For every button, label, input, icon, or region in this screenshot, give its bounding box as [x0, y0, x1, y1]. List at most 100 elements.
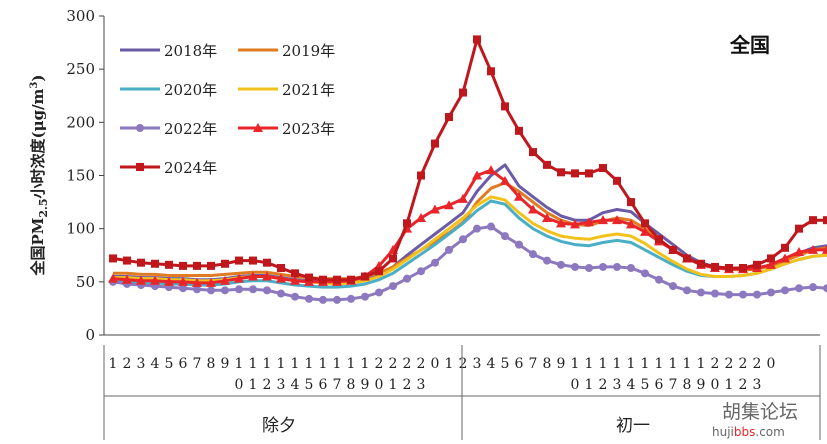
series-line — [112, 37, 827, 282]
x-tick-label: 1 — [389, 377, 398, 393]
x-tick-label: 5 — [641, 377, 650, 393]
x-tick-label: 8 — [207, 356, 216, 372]
x-tick-label: 2 — [459, 356, 468, 372]
data-point — [501, 102, 509, 111]
x-tick-label: 8 — [543, 356, 552, 372]
data-point — [459, 88, 467, 97]
x-tick-label: 1 — [697, 356, 706, 372]
x-tick-label: 3 — [417, 377, 426, 393]
data-point — [458, 193, 468, 203]
series-line — [112, 225, 827, 302]
data-point — [347, 275, 355, 284]
data-point — [136, 124, 144, 132]
x-tick-label: 0 — [375, 377, 384, 393]
x-tick-label: 1 — [263, 356, 272, 372]
x-tick-label: 1 — [249, 377, 258, 393]
y-label-part-3: ) — [29, 74, 47, 81]
watermark-en-suffix: .com — [755, 425, 784, 439]
x-tick-label: 1 — [291, 356, 300, 372]
data-point — [557, 168, 565, 177]
data-point — [529, 148, 537, 157]
x-tick-label: 1 — [655, 356, 664, 372]
data-point — [319, 295, 327, 304]
data-point — [542, 213, 552, 223]
data-point — [584, 217, 594, 227]
x-tick-label: 1 — [319, 356, 328, 372]
x-tick-label: 3 — [613, 377, 622, 393]
data-point — [711, 289, 719, 298]
data-point — [263, 258, 271, 267]
x-tick-label: 1 — [669, 356, 678, 372]
x-tick-label: 2 — [739, 356, 748, 372]
x-tick-label: 2 — [739, 377, 748, 393]
y-label-part-1: 全国PM — [29, 218, 47, 277]
data-point — [333, 295, 341, 304]
data-point — [431, 139, 439, 148]
data-point — [389, 282, 397, 291]
x-tick-label: 1 — [627, 356, 636, 372]
x-tick-label: 9 — [361, 377, 370, 393]
data-point — [150, 275, 160, 285]
data-point — [165, 260, 173, 269]
data-point — [627, 264, 635, 273]
data-point — [361, 272, 369, 281]
x-tick-label: 0 — [767, 356, 776, 372]
data-point — [109, 254, 117, 263]
x-tick-label: 0 — [711, 377, 720, 393]
data-point — [514, 191, 524, 201]
data-point — [753, 290, 761, 299]
data-point — [473, 224, 481, 233]
data-point — [515, 126, 523, 135]
data-point — [641, 219, 649, 228]
x-tick-label: 6 — [179, 356, 188, 372]
data-point — [361, 292, 369, 301]
data-point — [403, 274, 411, 283]
x-tick-label: 1 — [235, 356, 244, 372]
x-tick-label: 1 — [641, 356, 650, 372]
x-tick-label: 2 — [599, 377, 608, 393]
y-tick-label: 50 — [76, 273, 95, 291]
data-point — [809, 216, 817, 225]
x-tick-label: 5 — [305, 377, 314, 393]
data-point — [556, 218, 566, 228]
data-point — [234, 273, 244, 283]
legend-item: 2022年 — [120, 120, 217, 138]
data-point — [290, 275, 300, 285]
data-point — [276, 273, 286, 283]
data-point — [263, 286, 271, 295]
y-tick-label: 250 — [66, 60, 95, 78]
x-tick-label: 6 — [319, 377, 328, 393]
x-tick-label: 2 — [375, 356, 384, 372]
data-point — [375, 267, 383, 276]
x-tick-label: 2 — [403, 356, 412, 372]
data-point — [767, 254, 775, 263]
data-point — [277, 264, 285, 273]
x-tick-label: 1 — [585, 356, 594, 372]
x-tick-label: 1 — [585, 377, 594, 393]
data-point — [192, 277, 202, 287]
data-point — [823, 216, 827, 225]
data-point — [235, 256, 243, 265]
data-point — [585, 264, 593, 273]
data-point — [543, 160, 551, 169]
data-point — [136, 275, 146, 285]
data-point — [417, 267, 425, 276]
x-tick-label: 7 — [333, 377, 342, 393]
x-tick-label: 2 — [711, 356, 720, 372]
x-tick-label: 8 — [347, 377, 356, 393]
x-tick-label: 2 — [389, 356, 398, 372]
data-point — [808, 244, 818, 254]
data-point — [416, 213, 426, 223]
x-tick-label: 1 — [361, 356, 370, 372]
data-point — [599, 164, 607, 173]
data-point — [543, 256, 551, 265]
data-point — [809, 283, 817, 292]
x-tick-label: 1 — [571, 356, 580, 372]
data-point — [305, 273, 313, 282]
data-point — [472, 170, 482, 180]
series-7 — [109, 35, 827, 284]
x-tick-label: 2 — [725, 356, 734, 372]
watermark-cn: 胡集论坛 — [722, 401, 798, 423]
